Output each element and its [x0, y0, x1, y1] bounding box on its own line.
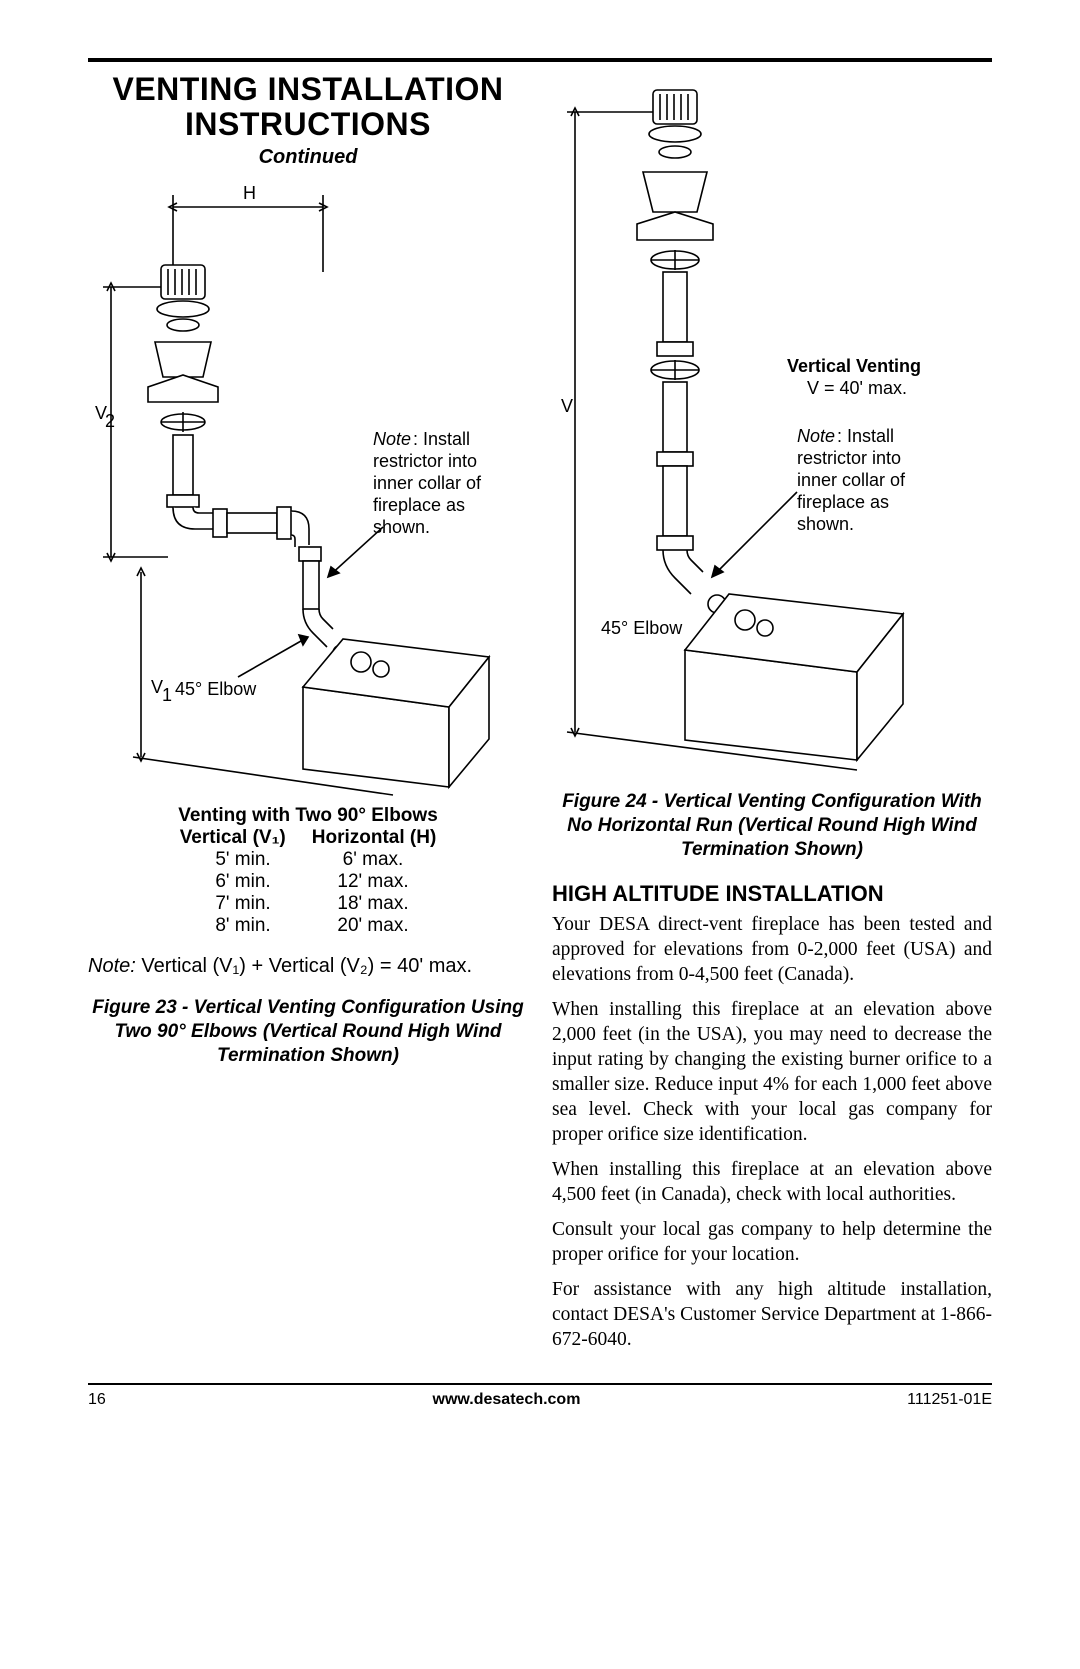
fig24-note-3: inner collar of: [797, 470, 906, 490]
continued-label: Continued: [88, 146, 528, 169]
table-col2: Horizontal (H): [312, 827, 437, 849]
body-text: Your DESA direct-vent fireplace has been…: [552, 913, 992, 1352]
paragraph: When installing this fireplace at an ele…: [552, 998, 992, 1148]
note-overall-em: Note:: [88, 955, 136, 977]
columns: VENTING INSTALLATION INSTRUCTIONS Contin…: [88, 72, 992, 1363]
footer-url: www.desatech.com: [433, 1391, 581, 1409]
fig23-note-4: fireplace as: [373, 495, 465, 515]
footer: 16 www.desatech.com 111251-01E: [88, 1391, 992, 1409]
fig24-note-5: shown.: [797, 514, 854, 534]
table-cell: 7' min.: [203, 893, 283, 915]
paragraph: Consult your local gas company to help d…: [552, 1218, 992, 1268]
fig24-note-2: restrictor into: [797, 448, 901, 468]
figure-23-caption: Figure 23 - Vertical Venting Configurati…: [88, 996, 528, 1067]
table-cell: 20' max.: [333, 915, 413, 937]
paragraph: Your DESA direct-vent fireplace has been…: [552, 913, 992, 988]
section-title: HIGH ALTITUDE INSTALLATION: [552, 881, 992, 907]
figure-24-caption: Figure 24 - Vertical Venting Configurati…: [552, 790, 992, 861]
table-title: Venting with Two 90° Elbows: [88, 805, 528, 827]
fig23-note-1b: : Install: [413, 429, 470, 449]
fig23-note-3: inner collar of: [373, 473, 482, 493]
fig24-v-label: V: [561, 396, 573, 416]
left-column: VENTING INSTALLATION INSTRUCTIONS Contin…: [88, 72, 528, 1363]
table-row: 6' min. 12' max.: [88, 871, 528, 893]
table-cell: 6' min.: [203, 871, 283, 893]
table-cell: 8' min.: [203, 915, 283, 937]
table-cell: 18' max.: [333, 893, 413, 915]
fig24-note-1b: : Install: [837, 426, 894, 446]
fig24-note-1: Note: [797, 426, 835, 446]
figure-24-diagram: V 45° Elbow Vertical Venting V = 40' max…: [557, 72, 987, 772]
fig23-v1-sub: 1: [162, 685, 172, 705]
footer-page-num: 16: [88, 1391, 106, 1409]
page-title-line2: INSTRUCTIONS: [88, 107, 528, 142]
table-row: 5' min. 6' max.: [88, 849, 528, 871]
table-col1: Vertical (V₁): [180, 827, 286, 849]
page: VENTING INSTALLATION INSTRUCTIONS Contin…: [0, 0, 1080, 1669]
fig24-note-4: fireplace as: [797, 492, 889, 512]
table-cell: 12' max.: [333, 871, 413, 893]
fig23-elbow-label: 45° Elbow: [175, 679, 257, 699]
table-row: 8' min. 20' max.: [88, 915, 528, 937]
page-title-line1: VENTING INSTALLATION: [88, 72, 528, 107]
venting-table: Venting with Two 90° Elbows Vertical (V₁…: [88, 805, 528, 937]
figure-23-diagram: H V 2 V 1 45° Elbow Note : Install restr…: [93, 177, 523, 797]
footer-doc-id: 111251-01E: [907, 1391, 992, 1409]
fig23-note-1: Note: [373, 429, 411, 449]
paragraph: When installing this fireplace at an ele…: [552, 1158, 992, 1208]
note-overall: Note: Vertical (V₁) + Vertical (V₂) = 40…: [88, 955, 528, 978]
fig23-note-5: shown.: [373, 517, 430, 537]
fig24-elbow-label: 45° Elbow: [601, 618, 683, 638]
table-header: Vertical (V₁) Horizontal (H): [88, 827, 528, 849]
table-cell: 5' min.: [203, 849, 283, 871]
paragraph: For assistance with any high altitude in…: [552, 1278, 992, 1353]
table-row: 7' min. 18' max.: [88, 893, 528, 915]
fig24-vv-title: Vertical Venting: [787, 356, 921, 376]
bottom-rule: [88, 1383, 992, 1385]
fig23-h-label: H: [243, 183, 256, 203]
fig23-v2-sub: 2: [105, 411, 115, 431]
top-rule: [88, 58, 992, 62]
fig23-note-2: restrictor into: [373, 451, 477, 471]
table-cell: 6' max.: [333, 849, 413, 871]
fig24-vv-value: V = 40' max.: [807, 378, 907, 398]
note-overall-text: Vertical (V₁) + Vertical (V₂) = 40' max.: [136, 955, 472, 977]
right-column: V 45° Elbow Vertical Venting V = 40' max…: [552, 72, 992, 1363]
